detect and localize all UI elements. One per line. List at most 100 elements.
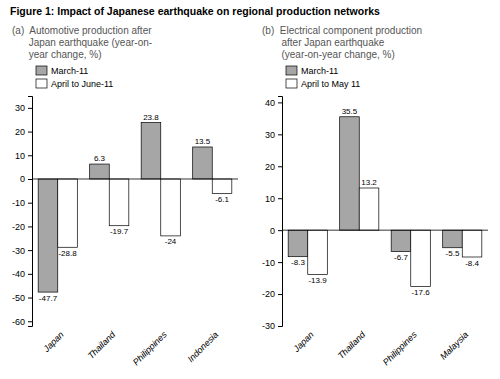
chart: Figure 1: Impact of Japanese earthquake … bbox=[0, 0, 500, 379]
y-tick-mark bbox=[28, 298, 32, 299]
data-label: -19.7 bbox=[110, 227, 129, 236]
bar bbox=[391, 230, 411, 251]
data-label: 6.3 bbox=[94, 154, 106, 163]
series bbox=[38, 123, 212, 293]
y-tick-label: 30 bbox=[265, 130, 275, 140]
y-tick-mark bbox=[28, 226, 32, 227]
bar bbox=[212, 179, 232, 193]
bar bbox=[462, 230, 482, 257]
y-tick: 30 bbox=[265, 130, 282, 140]
x-tick: Philippines bbox=[381, 329, 419, 367]
data-label: -8.3 bbox=[291, 258, 305, 267]
y-tick-label: -30 bbox=[12, 246, 25, 256]
x-tick-label: Malaysia bbox=[438, 329, 470, 361]
y-tick-label: 10 bbox=[265, 194, 275, 204]
data-labels: -28.8 -19.7 -24 -6.1 bbox=[58, 195, 229, 258]
y-tick-label: -30 bbox=[262, 321, 275, 331]
bar bbox=[359, 188, 379, 230]
data-label: -47.7 bbox=[39, 294, 58, 303]
panel-title: (a) Automotive production after bbox=[12, 25, 152, 36]
y-tick-label: -60 bbox=[12, 317, 25, 327]
y-axis-line bbox=[28, 97, 33, 327]
legend-item: April to June-11 bbox=[36, 79, 113, 89]
y-tick-mark bbox=[28, 203, 32, 204]
x-tick: Thailand bbox=[336, 329, 368, 361]
legend: March-11 April to June-11 bbox=[36, 66, 113, 89]
legend-label: March-11 bbox=[301, 66, 338, 76]
y-tick-label: 20 bbox=[265, 162, 275, 172]
data-label: -28.8 bbox=[58, 249, 77, 258]
y-tick: -10 bbox=[12, 198, 32, 208]
data-label: 13.5 bbox=[195, 137, 211, 146]
bar bbox=[340, 117, 360, 230]
bars bbox=[288, 117, 482, 287]
x-tick: Japan bbox=[291, 329, 316, 354]
series bbox=[308, 188, 482, 286]
figure-title: Figure 1: Impact of Japanese earthquake … bbox=[10, 5, 380, 17]
y-axis-line bbox=[278, 97, 283, 327]
x-tick-label: Thailand bbox=[336, 329, 368, 361]
y-tick: -60 bbox=[12, 317, 32, 327]
legend-swatch bbox=[286, 66, 297, 75]
x-axis: Japan Thailand Philippines Indonesia bbox=[41, 329, 221, 368]
legend-item: April to May 11 bbox=[286, 79, 360, 89]
y-tick: -50 bbox=[12, 293, 32, 303]
x-axis: Japan Thailand Philippines Malaysia bbox=[291, 329, 471, 368]
y-axis: -60-50-40-30-20-100102030 bbox=[12, 97, 33, 327]
data-labels: -47.76.323.813.5 bbox=[39, 113, 211, 303]
bar bbox=[90, 164, 110, 179]
y-tick: -20 bbox=[262, 289, 282, 299]
panel: (a) Automotive production after Japan ea… bbox=[12, 25, 238, 367]
y-tick-label: -20 bbox=[262, 289, 275, 299]
y-tick-mark bbox=[28, 179, 32, 180]
y-tick-label: -10 bbox=[12, 198, 25, 208]
y-tick-label: 0 bbox=[270, 226, 275, 236]
x-tick-label: Philippines bbox=[381, 329, 419, 367]
y-tick-mark bbox=[28, 250, 32, 251]
y-tick-mark bbox=[278, 198, 282, 199]
y-tick: 40 bbox=[265, 98, 282, 108]
data-label: -5.5 bbox=[446, 249, 460, 258]
x-tick-label: Indonesia bbox=[186, 329, 221, 364]
legend-label: April to May 11 bbox=[301, 79, 360, 89]
y-tick-mark bbox=[278, 262, 282, 263]
y-tick-label: 10 bbox=[15, 151, 25, 161]
bars bbox=[38, 123, 232, 293]
data-label: -13.9 bbox=[308, 276, 327, 285]
y-tick: 0 bbox=[20, 174, 32, 184]
y-tick-mark bbox=[28, 155, 32, 156]
panel-title: (b) Electrical component production bbox=[262, 25, 422, 36]
y-tick: -30 bbox=[262, 321, 282, 331]
y-tick: 30 bbox=[15, 103, 32, 113]
panel-title: (year-on-year change, %) bbox=[262, 49, 395, 60]
legend-swatch bbox=[36, 79, 47, 88]
bar bbox=[443, 230, 463, 248]
y-tick: 20 bbox=[15, 127, 32, 137]
series bbox=[58, 179, 232, 247]
data-label: -24 bbox=[165, 237, 177, 246]
y-tick-mark bbox=[278, 166, 282, 167]
y-tick-label: 40 bbox=[265, 98, 275, 108]
zero-line bbox=[282, 230, 488, 231]
y-tick-label: 20 bbox=[15, 127, 25, 137]
zero-line bbox=[32, 178, 238, 179]
x-tick-label: Philippines bbox=[131, 329, 169, 367]
y-tick-mark bbox=[28, 132, 32, 133]
y-tick-mark bbox=[278, 102, 282, 103]
x-tick: Philippines bbox=[131, 329, 169, 367]
legend-label: March-11 bbox=[51, 66, 88, 76]
bar bbox=[38, 179, 58, 292]
bar bbox=[58, 179, 78, 247]
y-tick-mark bbox=[278, 294, 282, 295]
data-label: 35.5 bbox=[342, 107, 358, 116]
y-tick-mark bbox=[28, 321, 32, 322]
legend-label: April to June-11 bbox=[51, 79, 113, 89]
legend-item: March-11 bbox=[36, 66, 88, 76]
data-label: -6.1 bbox=[215, 195, 229, 204]
x-tick: Malaysia bbox=[438, 329, 470, 361]
legend-swatch bbox=[36, 66, 47, 75]
x-tick-label: Thailand bbox=[86, 329, 118, 361]
y-tick-mark bbox=[278, 134, 282, 135]
x-tick: Japan bbox=[41, 329, 66, 354]
y-tick: 0 bbox=[270, 226, 282, 236]
